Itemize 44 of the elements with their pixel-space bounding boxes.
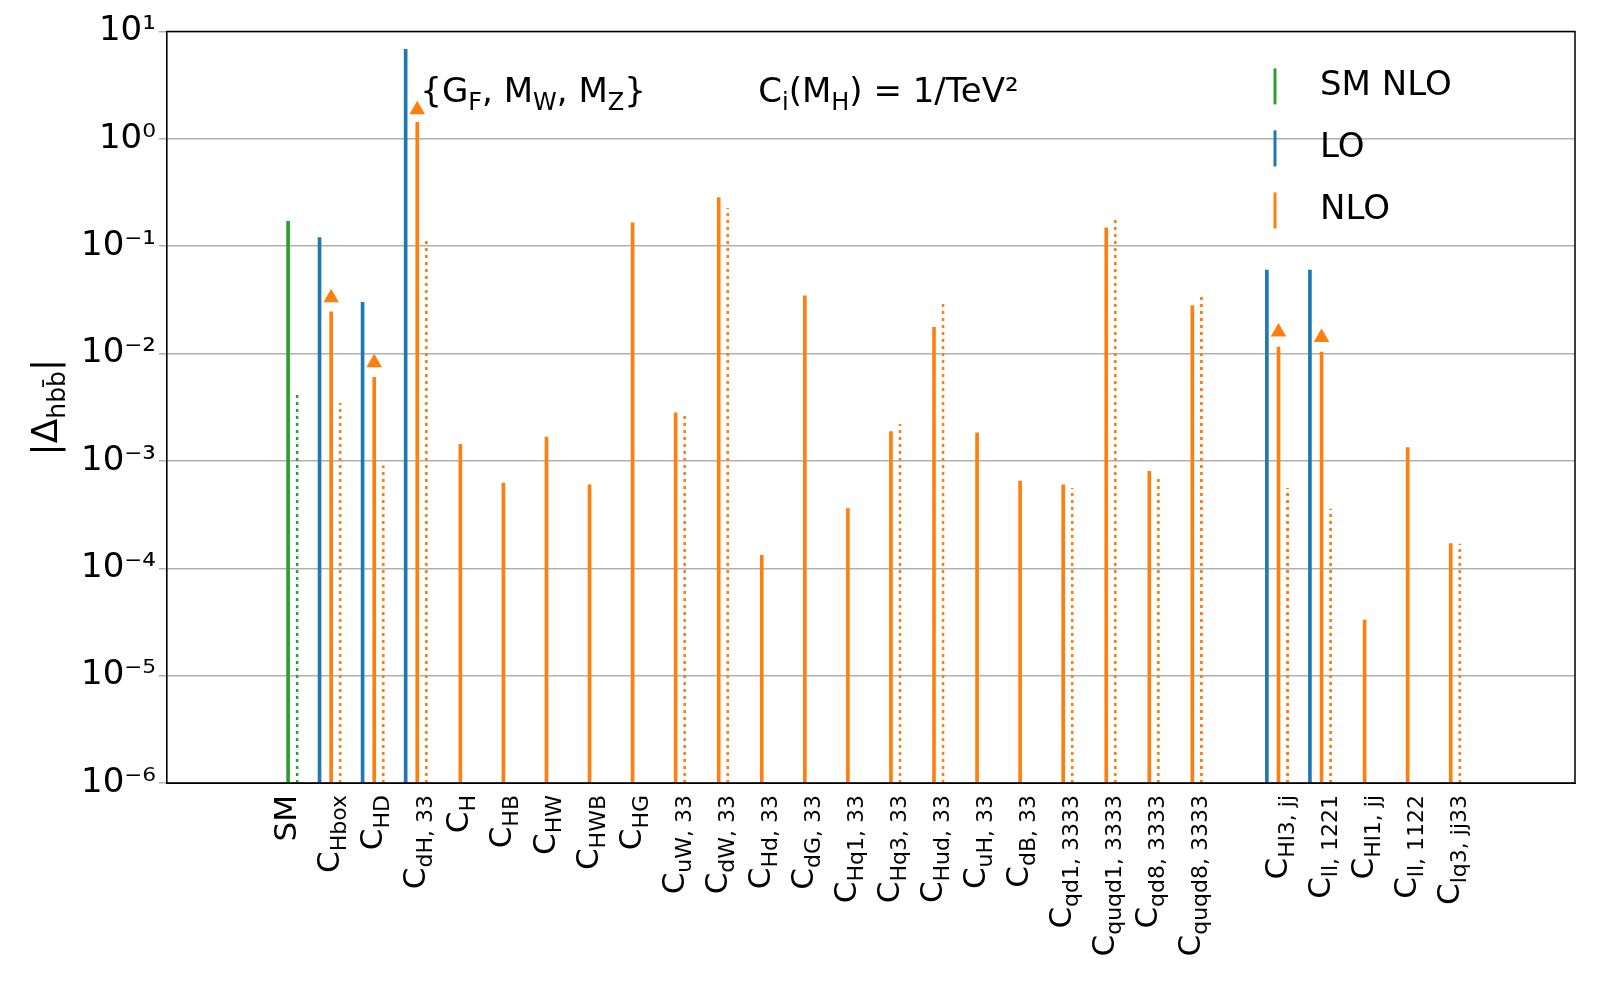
point — [1270, 322, 1287, 337]
x-tick-label: Cll, 1122 — [1386, 795, 1428, 899]
x-tick-label: CHWB — [568, 795, 610, 871]
x-tick-label: CHG — [611, 795, 653, 851]
x-tick-label: Cqd8, 3333 — [1128, 795, 1170, 929]
x-tick-label: CHud, 33 — [913, 794, 955, 904]
x-tick-label: CHl3, jj — [1257, 794, 1299, 880]
x-tick-label: CdG, 33 — [783, 794, 825, 890]
y-tick-label: 10⁻² — [81, 330, 156, 371]
x-tick-label: CuW, 33 — [654, 794, 696, 895]
x-tick-label: Cll, 1221 — [1300, 795, 1342, 899]
x-tick-label: CHl1, jj — [1343, 794, 1385, 880]
legend-label: LO — [1320, 125, 1365, 166]
y-tick-label: 10⁻¹ — [81, 222, 156, 263]
point — [409, 100, 426, 115]
x-tick-label: CHbox — [310, 795, 352, 873]
x-tick-label: Clq3, jj33 — [1429, 795, 1471, 905]
x-tick-label: CuH, 33 — [956, 795, 998, 890]
x-tick-label: Cquqd1, 3333 — [1085, 795, 1127, 957]
x-tick-label: CdB, 33 — [999, 794, 1041, 888]
x-tick-label: CHq3, 33 — [869, 794, 911, 904]
point — [1313, 328, 1330, 342]
legend-label: SM NLO — [1320, 63, 1452, 104]
x-tick-label: CHW — [525, 794, 567, 855]
y-tick-label: 10⁻⁶ — [81, 759, 156, 800]
x-tick-label: SM — [267, 794, 304, 842]
x-tick-label: CH — [439, 795, 481, 834]
x-tick-label: CdW, 33 — [697, 795, 739, 895]
y-tick-label: 10⁰ — [98, 115, 156, 156]
x-tick-label: CHB — [482, 795, 524, 849]
y-tick-label: 10¹ — [98, 8, 156, 49]
y-axis-title: |Δhbb̄| — [24, 358, 72, 456]
point — [323, 288, 339, 303]
x-tick-label: CdH, 33 — [396, 794, 438, 890]
legend-label: NLO — [1320, 187, 1390, 228]
x-tick-label: CHq1, 33 — [826, 794, 868, 904]
y-tick-label: 10⁻⁵ — [81, 652, 156, 693]
x-tick-label: CHD — [353, 795, 395, 851]
x-tick-label: Cquqd8, 3333 — [1171, 795, 1213, 957]
x-tick-label: CHd, 33 — [740, 794, 782, 890]
y-tick-label: 10⁻³ — [81, 437, 156, 478]
x-tick-label: Cqd1, 3333 — [1042, 795, 1084, 929]
point — [366, 353, 383, 368]
y-tick-label: 10⁻⁴ — [81, 545, 156, 586]
